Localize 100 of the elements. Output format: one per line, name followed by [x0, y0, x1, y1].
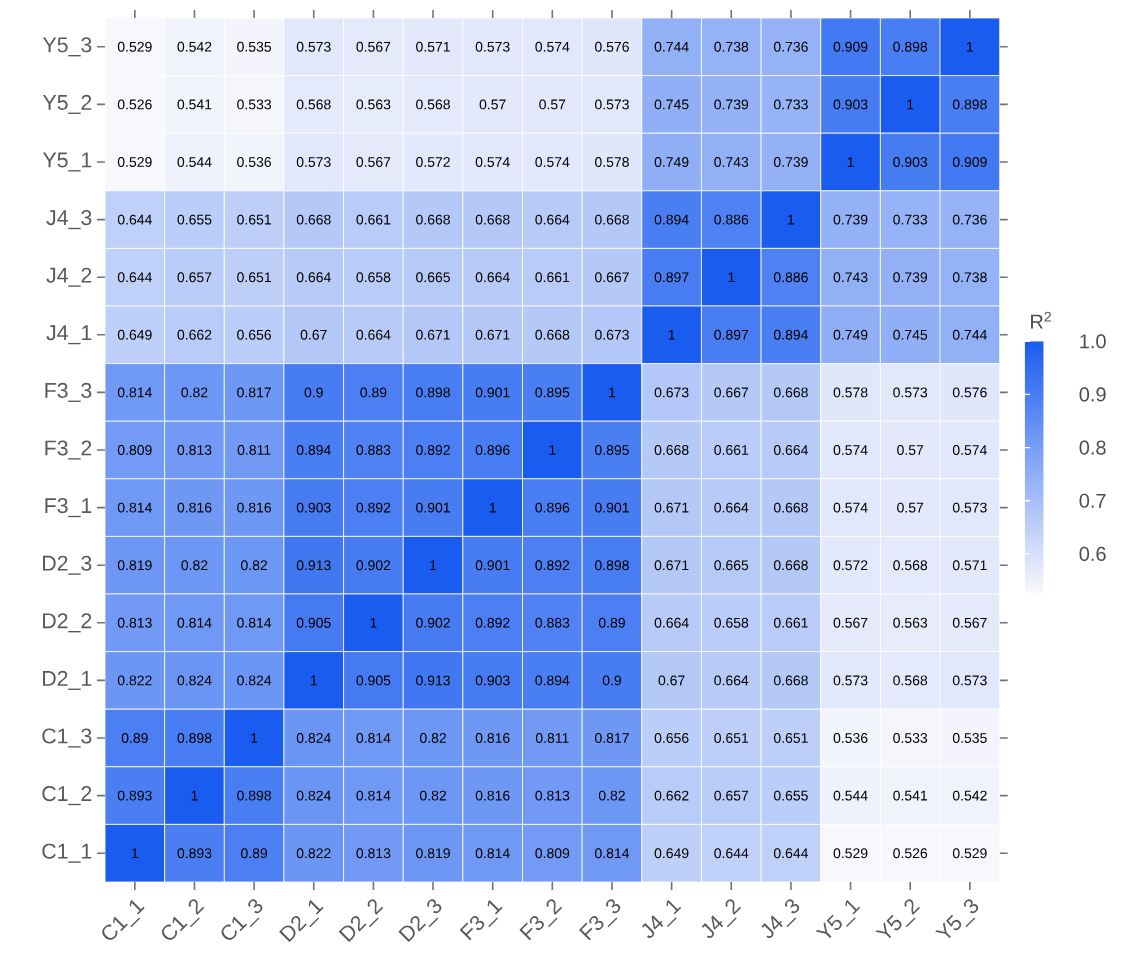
- data-label: 0.82: [181, 387, 208, 398]
- data-label: 0.529: [833, 848, 868, 859]
- data-label: 0.574: [535, 157, 570, 167]
- data-label: 0.903: [833, 99, 868, 110]
- color-bar-label: 0.7: [1079, 493, 1106, 508]
- data-label: 0.89: [598, 617, 625, 628]
- data-label: 0.57: [897, 502, 924, 513]
- data-label: 0.824: [296, 790, 331, 801]
- data-label: 0.571: [952, 560, 987, 571]
- data-label: 0.536: [237, 157, 272, 167]
- data-label: 0.655: [773, 790, 808, 801]
- data-label: 0.526: [893, 848, 928, 859]
- data-label: 0.573: [952, 675, 987, 686]
- data-label: 0.649: [117, 329, 152, 340]
- data-label: 0.573: [475, 41, 510, 52]
- data-label: 0.896: [475, 445, 510, 455]
- data-label: 0.901: [475, 560, 510, 571]
- data-label: 0.664: [475, 272, 510, 283]
- data-label: 0.529: [117, 157, 152, 167]
- data-label: 0.883: [535, 617, 570, 628]
- data-label: 0.898: [595, 560, 629, 571]
- color-bar-title: R$^{2}$: [1031, 311, 1051, 329]
- data-label: 0.733: [893, 214, 928, 225]
- data-label: 0.901: [475, 387, 510, 398]
- data-label: 0.909: [952, 157, 987, 167]
- data-label: 0.898: [952, 99, 987, 110]
- color-bar-label: 1.0: [1080, 334, 1106, 349]
- data-label: 0.824: [237, 675, 272, 686]
- data-label: 0.898: [237, 790, 272, 801]
- data-label: 0.816: [177, 502, 212, 513]
- data-label: 1: [609, 387, 616, 398]
- y-tick-label: F3_1: [45, 498, 92, 518]
- data-label: 0.892: [535, 560, 570, 571]
- y-tick-label: J4_3: [46, 210, 92, 230]
- data-label: 1: [549, 445, 556, 455]
- data-label: 0.817: [595, 733, 629, 743]
- data-label: 0.896: [535, 502, 570, 513]
- data-label: 0.816: [475, 733, 510, 743]
- data-label: 0.668: [595, 214, 629, 225]
- data-label: 1: [788, 214, 795, 225]
- data-label: 0.57: [539, 99, 566, 110]
- y-tick-label: D2_2: [43, 613, 92, 633]
- y-tick-label: Y5_2: [42, 94, 92, 114]
- data-label: 0.644: [117, 272, 152, 283]
- data-label: 1: [728, 272, 735, 283]
- data-label: 0.901: [416, 502, 450, 513]
- data-label: 0.574: [833, 502, 868, 513]
- data-label: 0.662: [654, 790, 689, 801]
- data-label: 0.817: [237, 387, 271, 398]
- data-label: 0.745: [654, 99, 689, 110]
- data-label: 0.529: [952, 848, 987, 859]
- data-label: 0.813: [117, 617, 152, 628]
- data-label: 0.894: [296, 445, 331, 455]
- data-label: 0.644: [117, 214, 152, 225]
- data-label: 0.573: [296, 157, 331, 167]
- data-label: 0.892: [416, 445, 450, 455]
- data-label: 0.568: [893, 560, 928, 571]
- data-label: 0.542: [177, 41, 212, 52]
- data-label: 0.526: [117, 99, 152, 110]
- data-label: 0.824: [296, 733, 331, 743]
- data-label: 0.743: [714, 157, 749, 167]
- data-label: 0.813: [177, 445, 212, 455]
- data-label: 0.668: [416, 214, 450, 225]
- data-label: 0.576: [952, 387, 987, 398]
- data-label: 1: [310, 675, 317, 686]
- data-label: 1: [251, 733, 258, 743]
- data-label: 0.814: [117, 502, 152, 513]
- data-label: 0.898: [893, 41, 928, 52]
- data-label: 0.644: [773, 848, 808, 859]
- data-label: 0.668: [773, 560, 808, 571]
- data-label: 0.664: [714, 502, 749, 513]
- data-label: 0.892: [475, 617, 510, 628]
- data-label: 0.82: [419, 733, 446, 743]
- data-label: 0.535: [952, 733, 987, 743]
- data-label: 0.745: [893, 329, 928, 340]
- y-tick-label: C1_3: [42, 728, 92, 748]
- data-label: 0.816: [237, 502, 272, 513]
- data-label: 0.661: [535, 272, 570, 283]
- y-tick-label: J4_2: [46, 267, 92, 287]
- data-label: 0.909: [833, 41, 868, 52]
- data-label: 0.578: [595, 157, 629, 167]
- data-label: 0.814: [177, 617, 212, 628]
- data-label: 0.574: [833, 445, 868, 455]
- data-label: 0.656: [237, 329, 272, 340]
- data-label: 0.822: [296, 848, 331, 859]
- data-label: 0.89: [241, 848, 268, 859]
- data-label: 0.819: [416, 848, 450, 859]
- data-label: 0.824: [177, 675, 212, 686]
- data-label: 0.651: [237, 214, 271, 225]
- data-label: 0.671: [475, 329, 510, 340]
- data-label: 0.67: [658, 675, 685, 686]
- data-label: 0.9: [602, 675, 622, 686]
- data-label: 0.661: [773, 617, 808, 628]
- data-label: 0.898: [177, 733, 212, 743]
- data-label: 0.567: [356, 157, 391, 167]
- color-bar-label: 0.6: [1079, 546, 1106, 561]
- data-label: 0.894: [773, 329, 808, 340]
- data-label: 1: [847, 157, 854, 167]
- data-label: 0.573: [833, 675, 868, 686]
- data-label: 0.67: [300, 329, 327, 340]
